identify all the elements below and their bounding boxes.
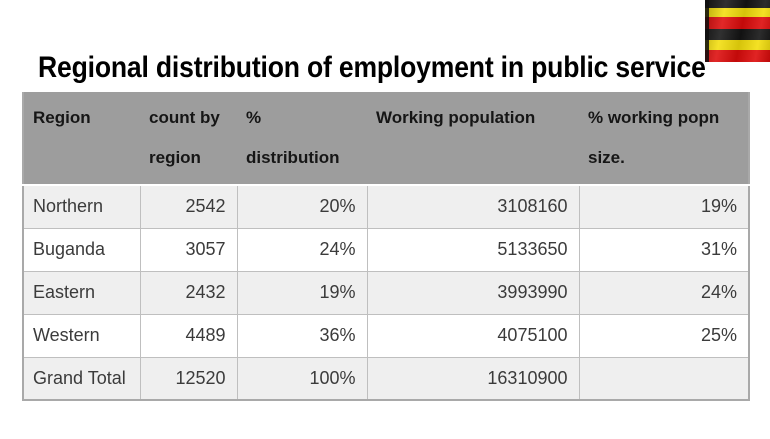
column-header-working-popn-size: % working popn size. [579,92,749,186]
value-cell: 4075100 [366,313,580,358]
value-cell: 19% [236,270,368,315]
value-cell: 20% [236,184,368,229]
value-cell: 2542 [139,184,238,229]
column-header-count-by-region: count by region [140,92,237,186]
header-row: Region count by region% distribution Worki… [23,92,749,186]
region-cell: Grand Total [22,356,141,401]
value-cell: 36% [236,313,368,358]
value-cell: 12520 [139,356,238,401]
value-cell: 24% [578,270,750,315]
value-cell: 3993990 [366,270,580,315]
page-title: Regional distribution of employment in p… [38,51,706,84]
column-header-working-population: Working population [367,92,579,186]
region-cell: Northern [22,184,141,229]
region-cell: Eastern [22,270,141,315]
column-header-region: Region [23,92,140,186]
uganda-flag-icon [705,0,770,62]
value-cell [578,356,750,401]
table-row-northern: Northern 2542 20% 3108160 19% [22,184,750,229]
region-cell: Buganda [22,227,141,272]
value-cell: 31% [578,227,750,272]
value-cell: 2432 [139,270,238,315]
flag-stripe [705,8,770,17]
flag-stripe [705,40,770,50]
value-cell: 16310900 [366,356,580,401]
value-cell: 3108160 [366,184,580,229]
value-cell: 4489 [139,313,238,358]
flag-stripe [705,0,770,8]
table-row-eastern: Eastern 2432 19% 3993990 24% [22,270,750,315]
value-cell: 100% [236,356,368,401]
table-row-buganda: Buganda 3057 24% 5133650 31% [22,227,750,272]
value-cell: 25% [578,313,750,358]
table-header: Region count by region% distribution Worki… [23,92,749,186]
flag-stripe [705,17,770,29]
value-cell: 19% [578,184,750,229]
flag-stripe [705,50,770,62]
table-row-western: Western 4489 36% 4075100 25% [22,313,750,358]
table-row-grand-total: Grand Total 12520 100% 16310900 [22,356,750,401]
value-cell: 3057 [139,227,238,272]
column-header-distribution: % distribution [237,92,367,186]
employment-table: Region count by region% distribution Worki… [22,92,750,401]
flag-stripe [705,29,770,40]
value-cell: 5133650 [366,227,580,272]
table-body: Northern 2542 20% 3108160 19% Buganda 3057 24% 5… [22,184,750,401]
value-cell: 24% [236,227,368,272]
region-cell: Western [22,313,141,358]
